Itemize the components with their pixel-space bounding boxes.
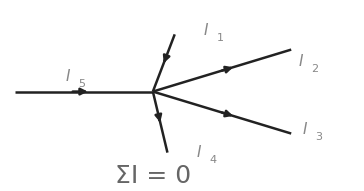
Text: 1: 1 xyxy=(217,33,223,43)
Text: 5: 5 xyxy=(78,79,85,89)
Text: I: I xyxy=(197,145,201,160)
Text: 3: 3 xyxy=(315,132,322,142)
Text: I: I xyxy=(204,23,208,38)
Text: 2: 2 xyxy=(311,64,318,74)
Text: I: I xyxy=(298,53,303,69)
Text: I: I xyxy=(66,69,70,84)
Text: ΣI = 0: ΣI = 0 xyxy=(115,163,191,188)
Text: 4: 4 xyxy=(209,155,217,165)
Text: I: I xyxy=(302,122,306,137)
